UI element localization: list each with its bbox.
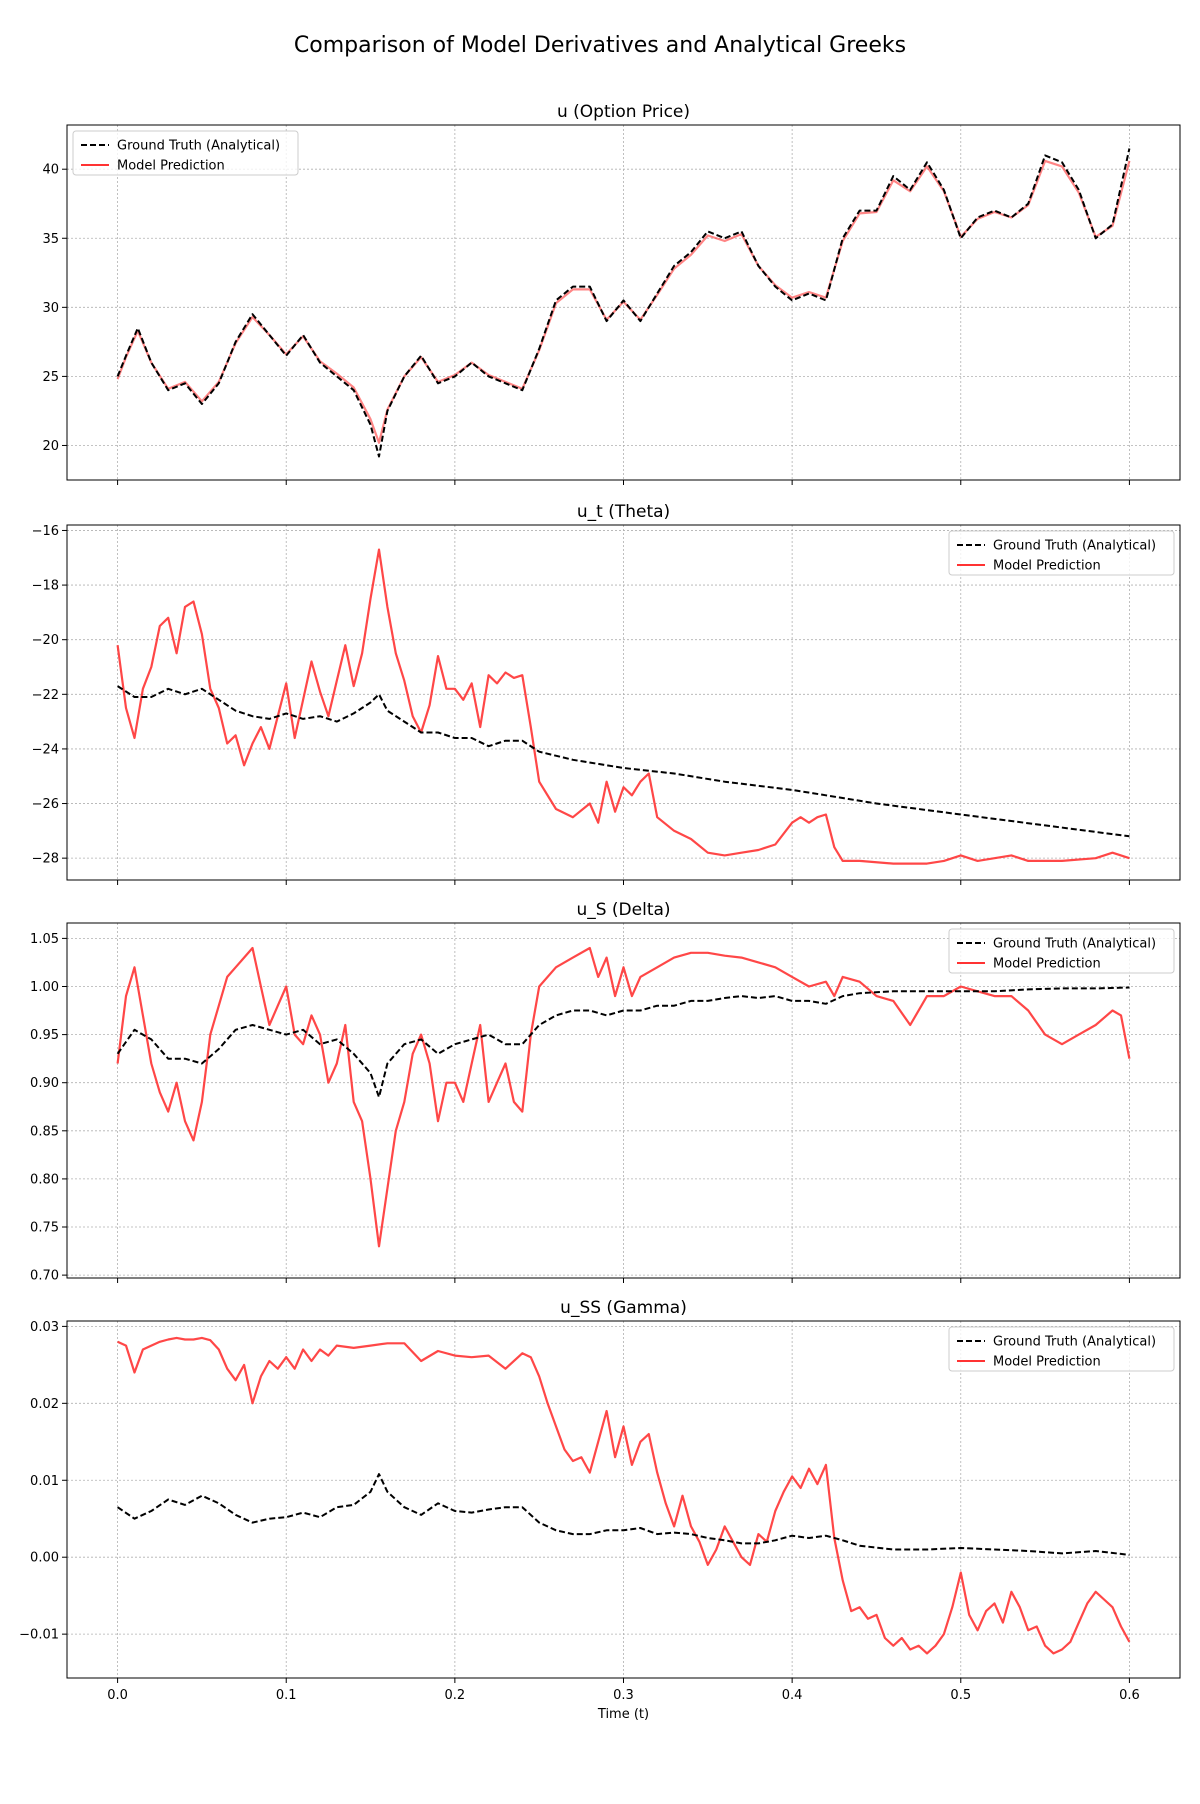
x-tick-label: 0.1 bbox=[276, 1688, 297, 1703]
legend-label: Model Prediction bbox=[117, 159, 225, 174]
y-tick-label: −26 bbox=[32, 797, 59, 812]
legend-label: Model Prediction bbox=[993, 957, 1101, 972]
x-tick-label: 0.2 bbox=[445, 1688, 466, 1703]
subplot-3: 0.70 0.75 0.80 0.85 0.90 0.95 1.00 1.05 u_S (Del… bbox=[30, 900, 1181, 1284]
series-group bbox=[116, 946, 1131, 1248]
y-axis: −0.01 0.00 0.01 0.02 0.03 bbox=[19, 1320, 67, 1643]
y-tick-label: −28 bbox=[32, 852, 59, 867]
subplot-title: u_SS (Gamma) bbox=[560, 1298, 687, 1318]
legend: Ground Truth (Analytical) Model Predictio… bbox=[948, 530, 1175, 576]
y-tick-label: 0.02 bbox=[30, 1397, 59, 1412]
y-tick-label: 1.05 bbox=[30, 932, 59, 947]
y-tick-label: −22 bbox=[32, 688, 59, 703]
grid bbox=[67, 1321, 1180, 1678]
y-tick-label: 35 bbox=[42, 232, 59, 247]
legend-label: Model Prediction bbox=[993, 559, 1101, 574]
y-axis: −28 −26 −24 −22 −20 −18 −16 bbox=[32, 524, 67, 867]
y-tick-label: 0.90 bbox=[30, 1076, 59, 1091]
y-tick-label: 1.00 bbox=[30, 980, 59, 995]
subplot-title: u_S (Delta) bbox=[576, 900, 670, 920]
y-tick-label: −16 bbox=[32, 524, 59, 539]
x-tick-label: 0.3 bbox=[613, 1688, 634, 1703]
y-tick-label: −0.01 bbox=[19, 1628, 59, 1643]
figure-title: Comparison of Model Derivatives and Anal… bbox=[294, 33, 906, 58]
x-axis bbox=[117, 1278, 1130, 1283]
series-line-ground-truth bbox=[117, 685, 1130, 838]
legend-label: Ground Truth (Analytical) bbox=[993, 1335, 1156, 1350]
x-tick-label: 0.5 bbox=[950, 1688, 971, 1703]
subplot-4: 0.0 0.1 0.2 0.3 0.4 0.5 0.6 −0.01 0.00 0.01 0.02 0.… bbox=[19, 1298, 1181, 1722]
x-axis bbox=[117, 880, 1130, 885]
legend-label: Model Prediction bbox=[993, 1355, 1101, 1370]
y-tick-label: 0.85 bbox=[30, 1124, 59, 1139]
subplot-2: −28 −26 −24 −22 −20 −18 −16 u_t (Theta) Ground T… bbox=[32, 502, 1181, 885]
series-line-ground-truth bbox=[116, 148, 1131, 458]
y-tick-label: 0.03 bbox=[30, 1320, 59, 1335]
x-tick-label: 0.0 bbox=[107, 1688, 128, 1703]
subplot-1: 20 25 30 35 40 u (Option Price) Ground Truth (… bbox=[42, 102, 1181, 485]
grid bbox=[67, 525, 1180, 880]
y-tick-label: 20 bbox=[42, 439, 59, 454]
series-line-model-prediction bbox=[116, 548, 1130, 865]
legend: Ground Truth (Analytical) Model Predictio… bbox=[72, 130, 299, 176]
legend-label: Ground Truth (Analytical) bbox=[993, 539, 1156, 554]
subplots: 20 25 30 35 40 u (Option Price) Ground Truth (… bbox=[19, 102, 1181, 1722]
y-tick-label: 25 bbox=[42, 370, 59, 385]
y-tick-label: 0.01 bbox=[30, 1474, 59, 1489]
legend-box bbox=[948, 530, 1175, 576]
legend-box bbox=[948, 928, 1175, 974]
y-tick-label: 0.00 bbox=[30, 1551, 59, 1566]
x-axis: 0.0 0.1 0.2 0.3 0.4 0.5 0.6 bbox=[107, 1678, 1140, 1703]
y-axis: 0.70 0.75 0.80 0.85 0.90 0.95 1.00 1.05 bbox=[30, 932, 67, 1284]
series-group bbox=[116, 548, 1130, 865]
x-tick-label: 0.4 bbox=[782, 1688, 803, 1703]
y-tick-label: −20 bbox=[32, 633, 59, 648]
grid bbox=[67, 923, 1180, 1278]
series-group bbox=[117, 1336, 1131, 1655]
y-tick-label: 0.70 bbox=[30, 1269, 59, 1284]
legend: Ground Truth (Analytical) Model Predictio… bbox=[948, 1326, 1175, 1372]
y-tick-label: 0.95 bbox=[30, 1028, 59, 1043]
y-axis: 20 25 30 35 40 bbox=[42, 163, 67, 454]
subplot-title: u (Option Price) bbox=[557, 102, 690, 122]
y-tick-label: 0.80 bbox=[30, 1172, 59, 1187]
y-tick-label: 40 bbox=[42, 163, 59, 178]
x-axis bbox=[117, 480, 1130, 485]
legend: Ground Truth (Analytical) Model Predictio… bbox=[948, 928, 1175, 974]
series-line-model-prediction bbox=[117, 1336, 1131, 1655]
series-line-ground-truth bbox=[117, 1473, 1130, 1556]
y-tick-label: 0.75 bbox=[30, 1221, 59, 1236]
y-tick-label: −18 bbox=[32, 579, 59, 594]
subplot-title: u_t (Theta) bbox=[577, 502, 670, 522]
legend-box bbox=[948, 1326, 1175, 1372]
legend-label: Ground Truth (Analytical) bbox=[117, 139, 280, 154]
y-tick-label: 30 bbox=[42, 301, 59, 316]
legend-label: Ground Truth (Analytical) bbox=[993, 937, 1156, 952]
x-tick-label: 0.6 bbox=[1119, 1688, 1140, 1703]
x-axis-label: Time (t) bbox=[597, 1707, 649, 1722]
legend-box bbox=[72, 130, 299, 176]
series-line-model-prediction bbox=[116, 946, 1131, 1248]
series-group bbox=[116, 148, 1131, 458]
y-tick-label: −24 bbox=[32, 742, 59, 757]
